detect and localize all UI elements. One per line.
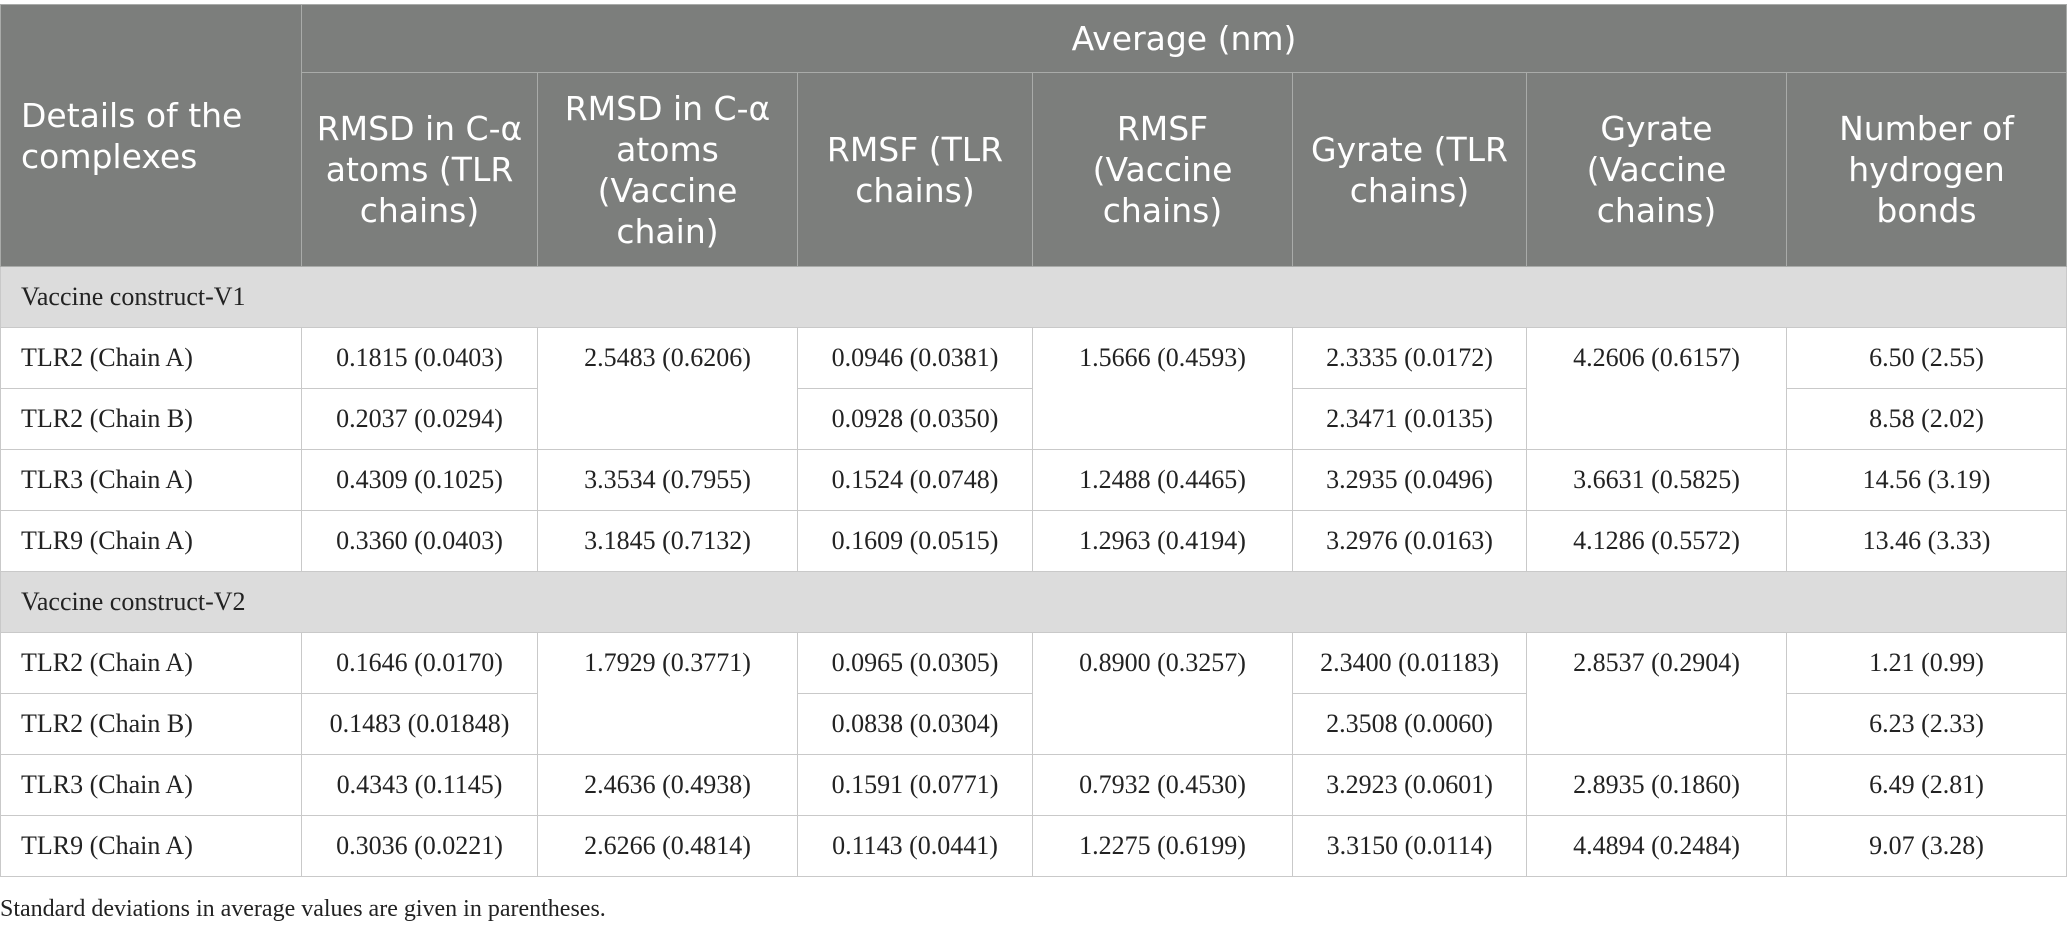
- cell-rmsf-tlr: 0.1143 (0.0441): [797, 815, 1033, 877]
- table-row: TLR3 (Chain A) 0.4343 (0.1145) 2.4636 (0…: [0, 754, 2067, 816]
- row-name: TLR2 (Chain B): [0, 388, 302, 450]
- cell-gyrate-tlr: 3.2976 (0.0163): [1292, 510, 1527, 572]
- row-name: TLR2 (Chain A): [0, 327, 302, 389]
- cell-rmsd-vaccine: 1.7929 (0.3771): [537, 632, 798, 755]
- row-name: TLR3 (Chain A): [0, 754, 302, 816]
- cell-gyrate-tlr: 2.3335 (0.0172): [1292, 327, 1527, 389]
- table-row: TLR9 (Chain A) 0.3036 (0.0221) 2.6266 (0…: [0, 815, 2067, 877]
- cell-rmsd-tlr: 0.4343 (0.1145): [301, 754, 538, 816]
- cell-rmsf-tlr: 0.0928 (0.0350): [797, 388, 1033, 450]
- cell-rmsf-vaccine: 0.7932 (0.4530): [1032, 754, 1293, 816]
- cell-hbonds: 6.49 (2.81): [1786, 754, 2067, 816]
- cell-rmsf-tlr: 0.0965 (0.0305): [797, 632, 1033, 694]
- cell-rmsf-tlr: 0.1609 (0.0515): [797, 510, 1033, 572]
- cell-gyrate-tlr: 3.2923 (0.0601): [1292, 754, 1527, 816]
- header-gyrate-tlr: Gyrate (TLR chains): [1292, 72, 1527, 267]
- cell-gyrate-vaccine: 4.4894 (0.2484): [1526, 815, 1787, 877]
- cell-hbonds: 1.21 (0.99): [1786, 632, 2067, 694]
- header-average: Average (nm): [301, 4, 2067, 73]
- cell-rmsd-tlr: 0.3360 (0.0403): [301, 510, 538, 572]
- cell-hbonds: 8.58 (2.02): [1786, 388, 2067, 450]
- row-name: TLR3 (Chain A): [0, 449, 302, 511]
- table-row: TLR2 (Chain A) 0.1646 (0.0170) 1.7929 (0…: [0, 632, 2067, 755]
- cell-rmsf-tlr: 0.1524 (0.0748): [797, 449, 1033, 511]
- cell-hbonds: 14.56 (3.19): [1786, 449, 2067, 511]
- cell-rmsd-vaccine: 2.4636 (0.4938): [537, 754, 798, 816]
- header-details: Details of the complexes: [0, 4, 302, 267]
- header-hydrogen-bonds: Number of hydrogen bonds: [1786, 72, 2067, 267]
- cell-hbonds: 9.07 (3.28): [1786, 815, 2067, 877]
- cell-rmsf-vaccine: 1.5666 (0.4593): [1032, 327, 1293, 450]
- cell-gyrate-tlr: 3.3150 (0.0114): [1292, 815, 1527, 877]
- table-row: TLR2 (Chain A) 0.1815 (0.0403) 2.5483 (0…: [0, 327, 2067, 450]
- cell-rmsd-vaccine: 3.3534 (0.7955): [537, 449, 798, 511]
- section-title: Vaccine construct-V2: [0, 571, 2067, 633]
- cell-gyrate-tlr: 2.3508 (0.0060): [1292, 693, 1527, 755]
- row-name: TLR9 (Chain A): [0, 510, 302, 572]
- cell-gyrate-vaccine: 4.1286 (0.5572): [1526, 510, 1787, 572]
- cell-gyrate-vaccine: 2.8537 (0.2904): [1526, 632, 1787, 755]
- cell-rmsd-tlr: 0.1815 (0.0403): [301, 327, 538, 389]
- table-row: TLR3 (Chain A) 0.4309 (0.1025) 3.3534 (0…: [0, 449, 2067, 511]
- cell-gyrate-vaccine: 4.2606 (0.6157): [1526, 327, 1787, 450]
- header-rmsd-vaccine: RMSD in C-α atoms (Vaccine chain): [537, 72, 798, 267]
- cell-rmsd-tlr: 0.1646 (0.0170): [301, 632, 538, 694]
- cell-gyrate-vaccine: 2.8935 (0.1860): [1526, 754, 1787, 816]
- cell-rmsd-tlr: 0.1483 (0.01848): [301, 693, 538, 755]
- header-gyrate-vaccine: Gyrate (Vaccine chains): [1526, 72, 1787, 267]
- results-table: Details of the complexes Average (nm) RM…: [0, 4, 2067, 877]
- cell-rmsd-vaccine: 3.1845 (0.7132): [537, 510, 798, 572]
- header-rmsd-tlr: RMSD in C-α atoms (TLR chains): [301, 72, 538, 267]
- row-name: TLR2 (Chain A): [0, 632, 302, 694]
- cell-gyrate-vaccine: 3.6631 (0.5825): [1526, 449, 1787, 511]
- cell-gyrate-tlr: 3.2935 (0.0496): [1292, 449, 1527, 511]
- cell-rmsf-tlr: 0.0838 (0.0304): [797, 693, 1033, 755]
- cell-rmsd-vaccine: 2.6266 (0.4814): [537, 815, 798, 877]
- cell-hbonds: 13.46 (3.33): [1786, 510, 2067, 572]
- cell-rmsd-vaccine: 2.5483 (0.6206): [537, 327, 798, 450]
- cell-rmsf-tlr: 0.0946 (0.0381): [797, 327, 1033, 389]
- cell-rmsf-vaccine: 0.8900 (0.3257): [1032, 632, 1293, 755]
- cell-rmsf-vaccine: 1.2275 (0.6199): [1032, 815, 1293, 877]
- cell-rmsd-tlr: 0.2037 (0.0294): [301, 388, 538, 450]
- header-rmsf-tlr: RMSF (TLR chains): [797, 72, 1033, 267]
- cell-rmsf-tlr: 0.1591 (0.0771): [797, 754, 1033, 816]
- cell-hbonds: 6.50 (2.55): [1786, 327, 2067, 389]
- cell-rmsd-tlr: 0.4309 (0.1025): [301, 449, 538, 511]
- cell-gyrate-tlr: 2.3400 (0.01183): [1292, 632, 1527, 694]
- cell-hbonds: 6.23 (2.33): [1786, 693, 2067, 755]
- row-name: TLR2 (Chain B): [0, 693, 302, 755]
- table-row: TLR9 (Chain A) 0.3360 (0.0403) 3.1845 (0…: [0, 510, 2067, 572]
- row-name: TLR9 (Chain A): [0, 815, 302, 877]
- header-rmsf-vaccine: RMSF (Vaccine chains): [1032, 72, 1293, 267]
- cell-rmsd-tlr: 0.3036 (0.0221): [301, 815, 538, 877]
- table-footnote: Standard deviations in average values ar…: [0, 896, 606, 922]
- cell-rmsf-vaccine: 1.2963 (0.4194): [1032, 510, 1293, 572]
- cell-rmsf-vaccine: 1.2488 (0.4465): [1032, 449, 1293, 511]
- section-title: Vaccine construct-V1: [0, 266, 2067, 328]
- table-row: TLR2 (Chain B) 0.1483 (0.01848) 0.0838 (…: [0, 693, 2067, 755]
- cell-gyrate-tlr: 2.3471 (0.0135): [1292, 388, 1527, 450]
